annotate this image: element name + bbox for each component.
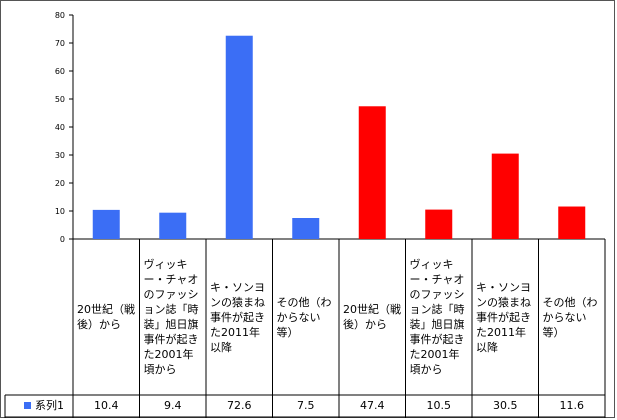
bar (425, 209, 453, 239)
y-tick-label: 0 (60, 235, 65, 244)
x-category-label: ヴィッキー・チャオのファッション誌「時装」旭日旗事件が起きた2001年頃から (143, 258, 199, 376)
legend-entry: 系列1 (24, 397, 64, 413)
bar (92, 209, 120, 239)
bar (491, 153, 519, 239)
bar (159, 212, 187, 239)
y-tick-label: 60 (55, 67, 65, 76)
y-tick-label: 10 (55, 207, 65, 216)
y-tick-label: 40 (55, 123, 65, 132)
y-tick-label: 80 (55, 11, 65, 20)
data-table-value: 10.4 (94, 399, 119, 412)
x-category-label: その他（わからない等） (276, 295, 332, 339)
x-category-label: その他（わからない等） (542, 295, 598, 339)
data-table-value: 11.6 (559, 399, 585, 412)
data-table-value: 72.6 (227, 399, 252, 412)
x-category-label: 20世紀（戦後）から (343, 303, 401, 331)
data-table-value: 9.4 (164, 399, 182, 412)
bar (225, 35, 253, 239)
y-tick-label: 30 (55, 151, 65, 160)
x-category-label: ヴィッキー・チャオのファッション誌「時装」旭日旗事件が起きた2001年頃から (409, 258, 465, 376)
y-tick-label: 20 (55, 179, 65, 188)
bar (558, 206, 586, 239)
legend-swatch (24, 401, 31, 409)
bar (292, 218, 320, 239)
x-category-label: キ・ソンヨンの猿まね事件が起きた2011年以降 (210, 280, 265, 354)
data-table-value: 7.5 (297, 399, 315, 412)
data-table-value: 47.4 (360, 399, 385, 412)
x-category-label: キ・ソンヨンの猿まね事件が起きた2011年以降 (476, 280, 531, 354)
bar (358, 106, 386, 239)
y-tick-label: 50 (55, 95, 65, 104)
data-table-value: 30.5 (493, 399, 518, 412)
x-category-label: 20世紀（戦後）から (77, 303, 135, 331)
series-name: 系列1 (35, 399, 64, 412)
data-table-value: 10.5 (426, 399, 452, 412)
y-tick-label: 70 (55, 39, 65, 48)
